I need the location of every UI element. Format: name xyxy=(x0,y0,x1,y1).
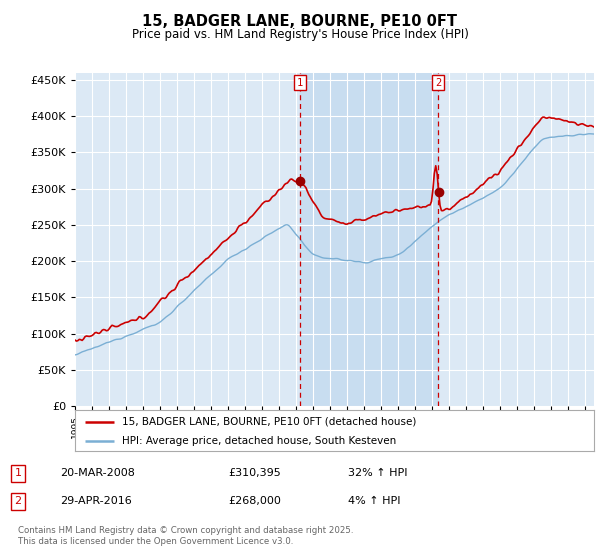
Text: Contains HM Land Registry data © Crown copyright and database right 2025.
This d: Contains HM Land Registry data © Crown c… xyxy=(18,526,353,546)
Text: Price paid vs. HM Land Registry's House Price Index (HPI): Price paid vs. HM Land Registry's House … xyxy=(131,28,469,41)
Text: 1: 1 xyxy=(14,468,22,478)
Text: HPI: Average price, detached house, South Kesteven: HPI: Average price, detached house, Sout… xyxy=(122,436,396,446)
Text: £310,395: £310,395 xyxy=(228,468,281,478)
Bar xyxy=(300,73,438,406)
Text: 15, BADGER LANE, BOURNE, PE10 0FT (detached house): 15, BADGER LANE, BOURNE, PE10 0FT (detac… xyxy=(122,417,416,427)
Text: 20-MAR-2008: 20-MAR-2008 xyxy=(60,468,135,478)
Text: 29-APR-2016: 29-APR-2016 xyxy=(60,496,132,506)
Text: 4% ↑ HPI: 4% ↑ HPI xyxy=(348,496,401,506)
Text: £268,000: £268,000 xyxy=(228,496,281,506)
Text: 1: 1 xyxy=(297,78,303,88)
Text: 2: 2 xyxy=(435,78,441,88)
Text: 32% ↑ HPI: 32% ↑ HPI xyxy=(348,468,407,478)
Text: 15, BADGER LANE, BOURNE, PE10 0FT: 15, BADGER LANE, BOURNE, PE10 0FT xyxy=(143,14,458,29)
Text: 2: 2 xyxy=(14,496,22,506)
